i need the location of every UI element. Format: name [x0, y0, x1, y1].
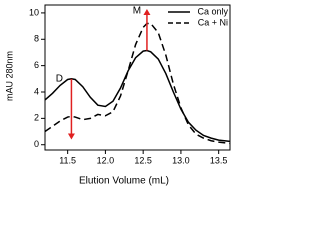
arrow-head	[143, 8, 151, 15]
y-tick-label: 6	[34, 60, 39, 70]
y-tick-label: 4	[34, 86, 39, 96]
x-tick-label: 12.0	[97, 155, 115, 165]
y-tick-label: 10	[29, 7, 39, 17]
arrow-head	[67, 133, 75, 140]
series-line	[44, 22, 231, 145]
x-tick-label: 13.5	[210, 155, 228, 165]
x-axis-label: Elution Volume (mL)	[79, 176, 169, 187]
legend-label: Ca only	[197, 6, 228, 16]
x-tick-label: 12.5	[134, 155, 152, 165]
legend-label: Ca + Ni	[198, 17, 228, 27]
annotation-label: D	[56, 73, 63, 84]
y-axis-label: mAU 280nm	[4, 51, 14, 101]
y-tick-label: 2	[34, 113, 39, 123]
annotation-label: M	[133, 6, 141, 17]
chart: Elution Volume (mL) mAU 280nm 0 2 4 6 8 10 11.…	[4, 4, 231, 187]
x-tick-label: 11.5	[59, 155, 76, 165]
y-tick-label: 0	[34, 139, 39, 149]
plot-frame	[44, 4, 231, 151]
x-tick-label: 13.0	[172, 155, 190, 165]
y-tick-label: 8	[34, 34, 39, 44]
series-line	[44, 49, 231, 143]
